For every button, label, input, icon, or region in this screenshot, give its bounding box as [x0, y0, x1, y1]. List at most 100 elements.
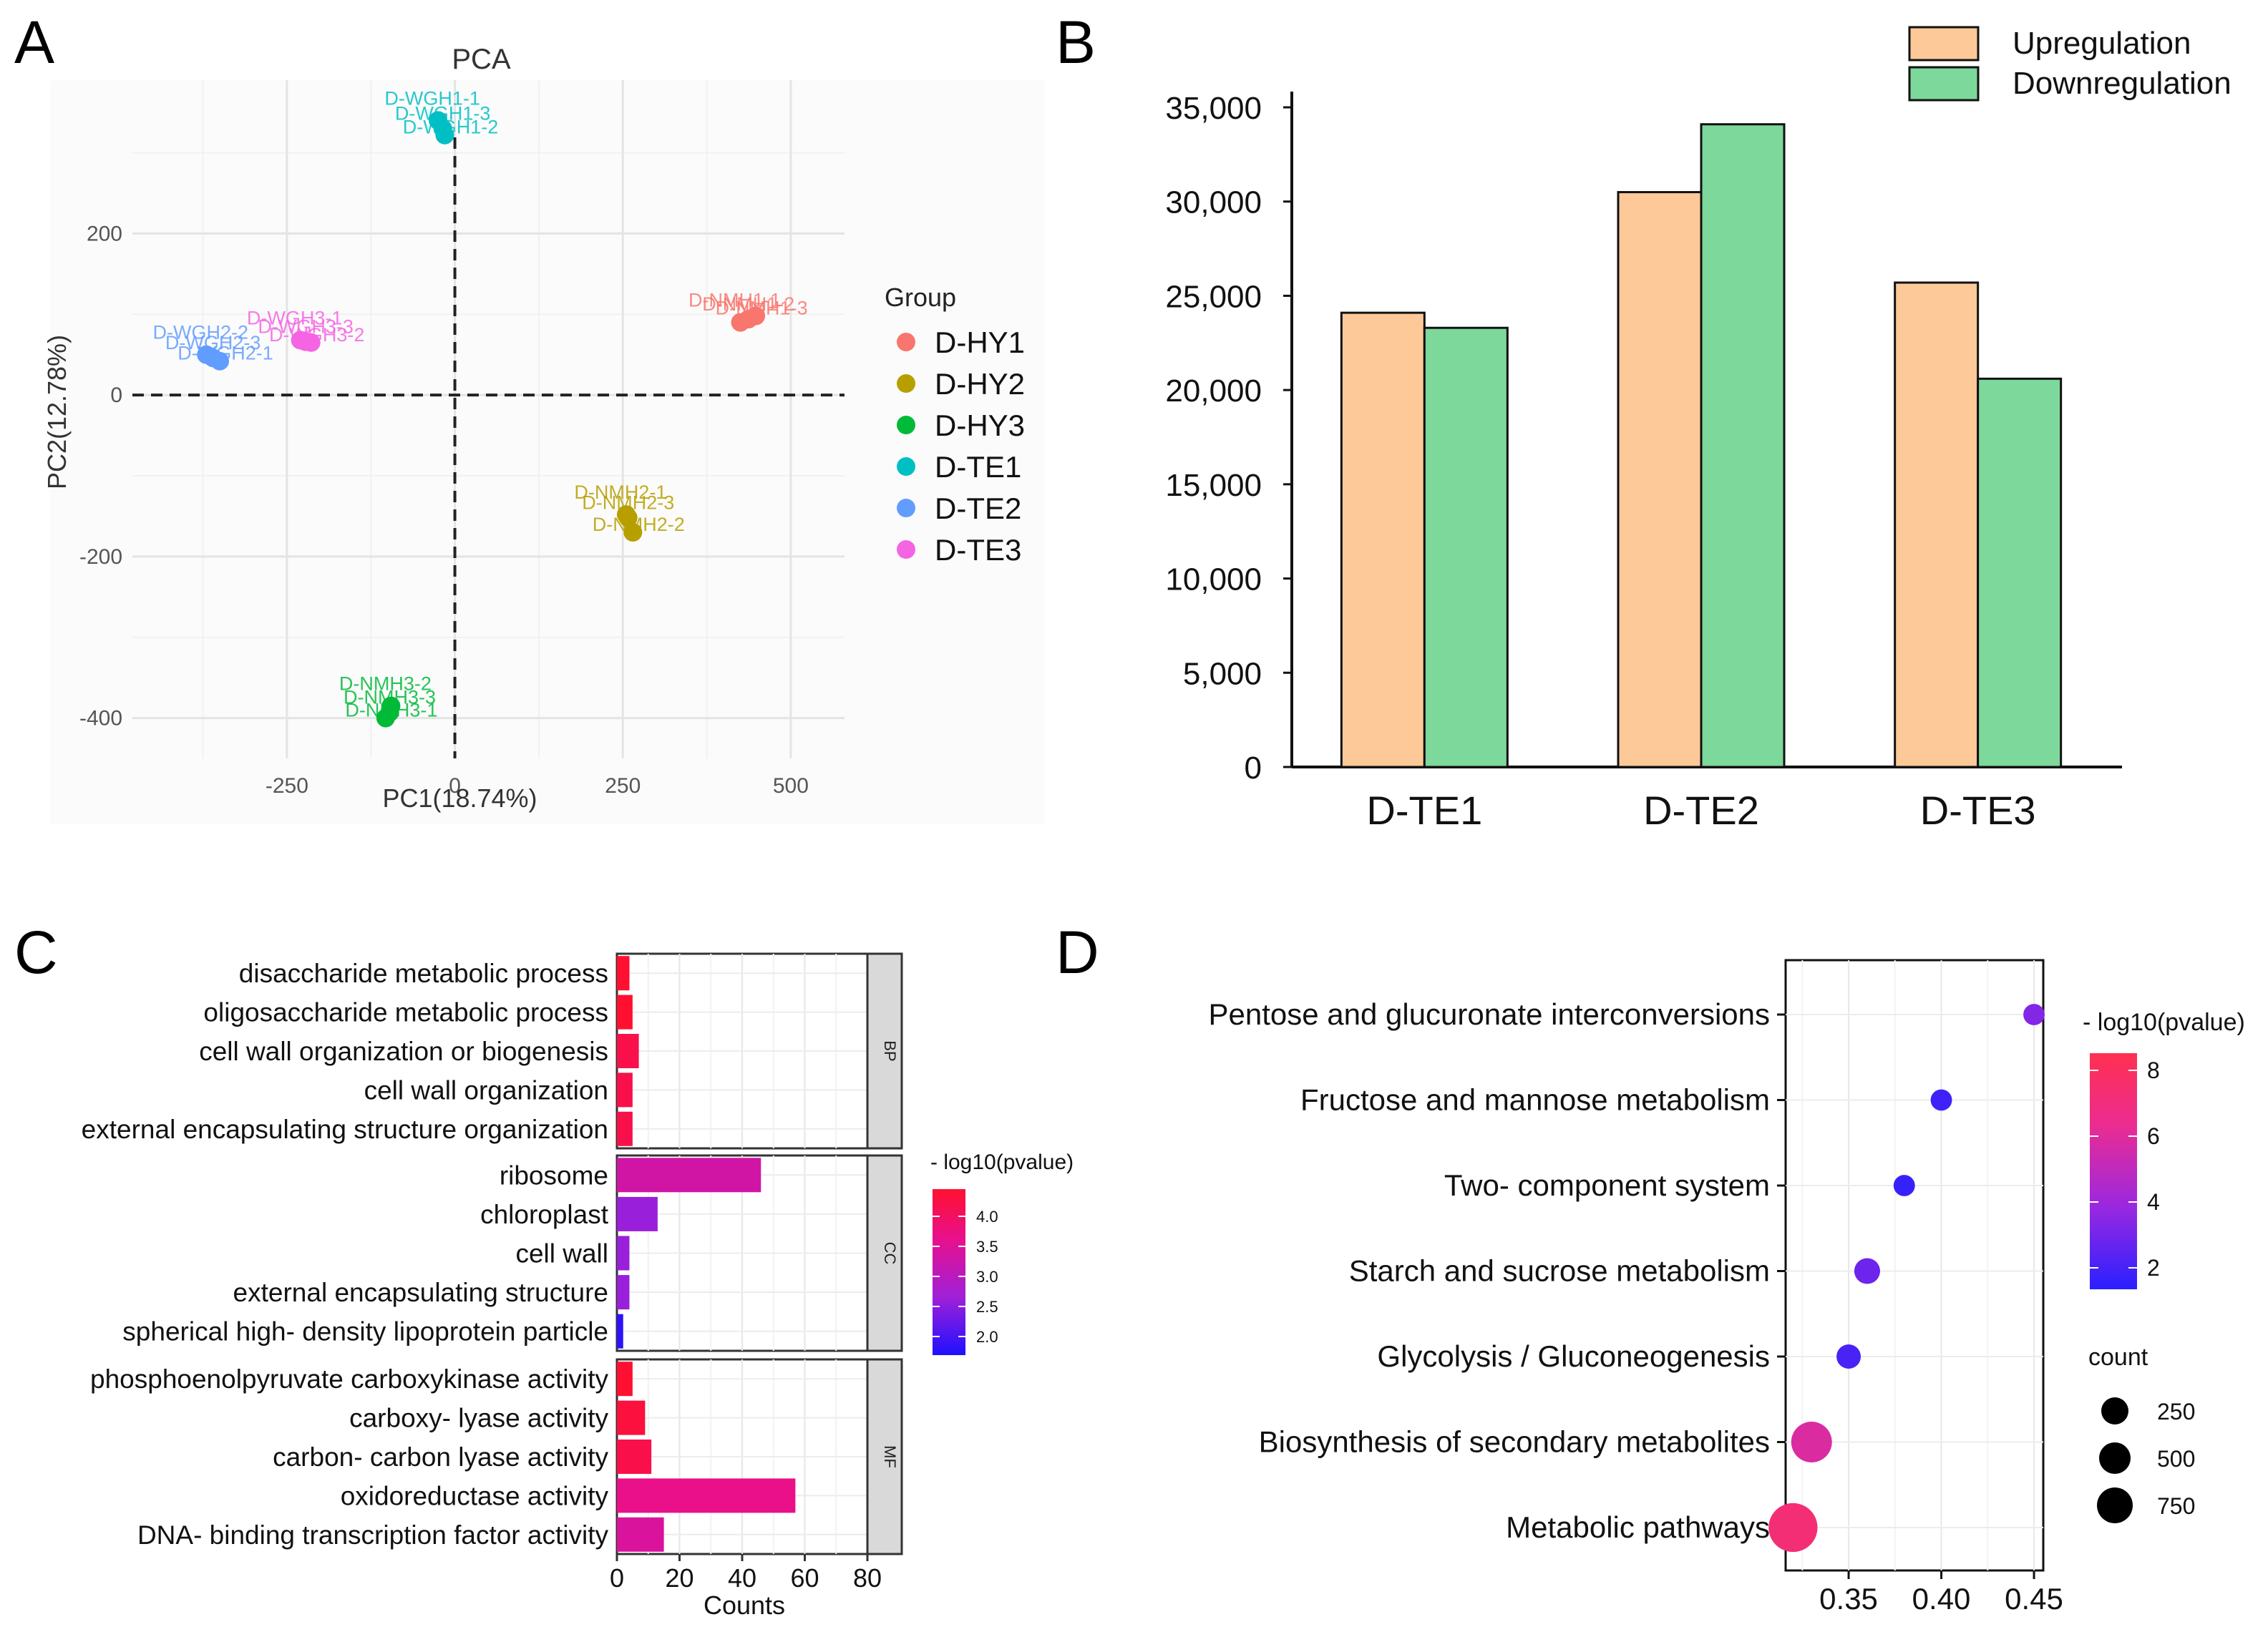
bar-y-tick-label: 20,000: [1165, 373, 1262, 409]
go-facet-strip-label: MF: [881, 1445, 899, 1468]
panel-label-c: C: [14, 919, 58, 986]
bar-category-label: D-TE3: [1920, 788, 2036, 833]
kegg-x-tick-label: 0.45: [2005, 1582, 2063, 1616]
panel-label-a: A: [14, 9, 54, 76]
go-term-label: carbon- carbon lyase activity: [273, 1442, 608, 1472]
kegg-colorbar-label: 8: [2147, 1057, 2160, 1083]
kegg-pathway-label: Two- component system: [1444, 1168, 1770, 1202]
pca-y-tick-label: 200: [87, 222, 122, 245]
go-term-label: carboxy- lyase activity: [349, 1404, 608, 1433]
kegg-colorbar-label: 6: [2147, 1123, 2160, 1149]
kegg-size-legend-dot: [2099, 1442, 2131, 1474]
go-colorbar: [933, 1189, 965, 1355]
pca-point-label: D-WGH3-2: [269, 324, 365, 346]
pca-legend-label: D-TE3: [935, 533, 1021, 567]
pca-legend-label: D-TE2: [935, 492, 1021, 525]
go-bar: [617, 995, 633, 1030]
pca-legend-swatch: [897, 333, 915, 351]
kegg-pathway-label: Fructose and mannose metabolism: [1300, 1083, 1770, 1117]
go-term-label: DNA- binding transcription factor activi…: [137, 1520, 609, 1550]
pca-point-label: D-NMH2-2: [593, 514, 685, 535]
pca-y-tick-label: -200: [79, 545, 122, 569]
bar-y-tick-label: 30,000: [1165, 185, 1262, 220]
go-colorbar-label: 3.5: [976, 1238, 998, 1256]
go-bar: [617, 1275, 630, 1310]
go-term-label: disaccharide metabolic process: [239, 959, 608, 988]
go-facet-strip: [866, 1154, 903, 1352]
kegg-bubble: [1854, 1258, 1881, 1284]
bar-upregulation: [1617, 191, 1703, 768]
pca-point-label: D-NMH3-2: [339, 673, 432, 695]
go-term-label: cell wall organization or biogenesis: [199, 1037, 608, 1066]
panel-d-kegg-enrichment: Pentose and glucuronate interconversions…: [1208, 959, 2245, 1616]
pca-legend-swatch: [897, 499, 915, 517]
go-facet-strip-label: CC: [881, 1242, 899, 1265]
pca-y-tick-label: -400: [79, 707, 122, 731]
kegg-pathway-label: Glycolysis / Gluconeogenesis: [1377, 1339, 1770, 1373]
go-x-tick-label: 0: [610, 1563, 624, 1593]
go-colorbar-label: 4.0: [976, 1208, 998, 1226]
panel-label-d: D: [1056, 919, 1099, 986]
go-term-label: phosphoenolpyruvate carboxykinase activi…: [90, 1364, 608, 1394]
pca-point-label: D-WGH3-1: [247, 307, 343, 328]
bar-downregulation: [1423, 326, 1509, 768]
go-bar: [617, 1111, 633, 1146]
pca-legend-label: D-TE1: [935, 450, 1021, 484]
go-bar: [617, 1072, 633, 1108]
pca-point-label: D-WGH1-2: [403, 117, 499, 138]
bar-y-tick-label: 35,000: [1165, 91, 1262, 126]
kegg-color-legend-title: - log10(pvalue): [2083, 1009, 2245, 1036]
go-bar: [617, 1314, 623, 1349]
kegg-size-legend-dot: [2097, 1487, 2133, 1523]
pca-legend-label: D-HY2: [935, 367, 1025, 401]
kegg-pathway-label: Biosynthesis of secondary metabolites: [1259, 1425, 1770, 1459]
go-color-legend-title: - log10(pvalue): [930, 1150, 1074, 1174]
go-x-tick-label: 20: [665, 1563, 693, 1593]
pca-point-label: D-NMH2-1: [574, 482, 666, 503]
pca-point: [301, 333, 321, 352]
pca-point: [210, 351, 230, 371]
go-facet-strip-label: BP: [881, 1040, 899, 1061]
pca-point: [618, 508, 638, 527]
go-bar: [617, 956, 630, 991]
kegg-bubble: [1836, 1344, 1861, 1369]
kegg-colorbar: [2090, 1053, 2137, 1289]
kegg-x-tick-label: 0.35: [1819, 1582, 1878, 1616]
panel-b-bar-chart: 0 5,000 10,000 15,000 20,000 25,000 30,000 35,0…: [1165, 26, 2231, 833]
go-term-label: chloroplast: [480, 1200, 609, 1229]
kegg-bubble: [2023, 1004, 2045, 1025]
pca-point-label: D-WGH3-3: [258, 316, 354, 338]
go-colorbar-label: 2.0: [976, 1328, 998, 1346]
bar-y-tick-label: 15,000: [1165, 468, 1262, 503]
pca-legend-swatch: [897, 416, 915, 434]
kegg-size-legend-dot: [2101, 1397, 2128, 1425]
go-x-axis-label: Counts: [704, 1591, 785, 1620]
pca-point-label: D-WGH1-1: [384, 87, 480, 109]
pca-x-tick-label: 250: [605, 774, 641, 798]
kegg-x-tick-label: 0.40: [1912, 1582, 1971, 1616]
go-x-tick-label: 80: [853, 1563, 882, 1593]
bar-upregulation: [1340, 311, 1426, 768]
go-term-label: oligosaccharide metabolic process: [203, 998, 608, 1027]
go-bar: [617, 1517, 664, 1552]
go-term-label: cell wall organization: [364, 1075, 608, 1105]
go-bar: [617, 1196, 658, 1231]
pca-point-label: D-NMH3-3: [344, 687, 436, 708]
panel-c-go-enrichment: disaccharide metabolic process oligosacch…: [82, 952, 1074, 1620]
pca-legend-label: D-HY3: [935, 409, 1025, 442]
go-bar: [617, 1158, 761, 1193]
bar-legend-label: Upregulation: [2013, 26, 2191, 61]
pca-point-label: D-NMH1-3: [716, 298, 808, 319]
kegg-bubble: [1791, 1422, 1832, 1462]
go-bar: [617, 1034, 639, 1068]
go-colorbar-label: 3.0: [976, 1268, 998, 1286]
kegg-size-legend-label: 250: [2157, 1399, 2195, 1425]
kegg-pathway-label: Starch and sucrose metabolism: [1349, 1254, 1770, 1288]
pca-x-tick-label: 0: [449, 774, 461, 798]
go-bar: [617, 1478, 796, 1513]
bar-upregulation: [1894, 281, 1980, 768]
pca-point-label: D-WGH2-1: [177, 343, 273, 364]
kegg-bubble: [1768, 1502, 1818, 1553]
panel-a-pca: -250 0 250 500 -400 -200 0 200 PCA PC1(18.74%) PC2…: [42, 44, 1045, 824]
